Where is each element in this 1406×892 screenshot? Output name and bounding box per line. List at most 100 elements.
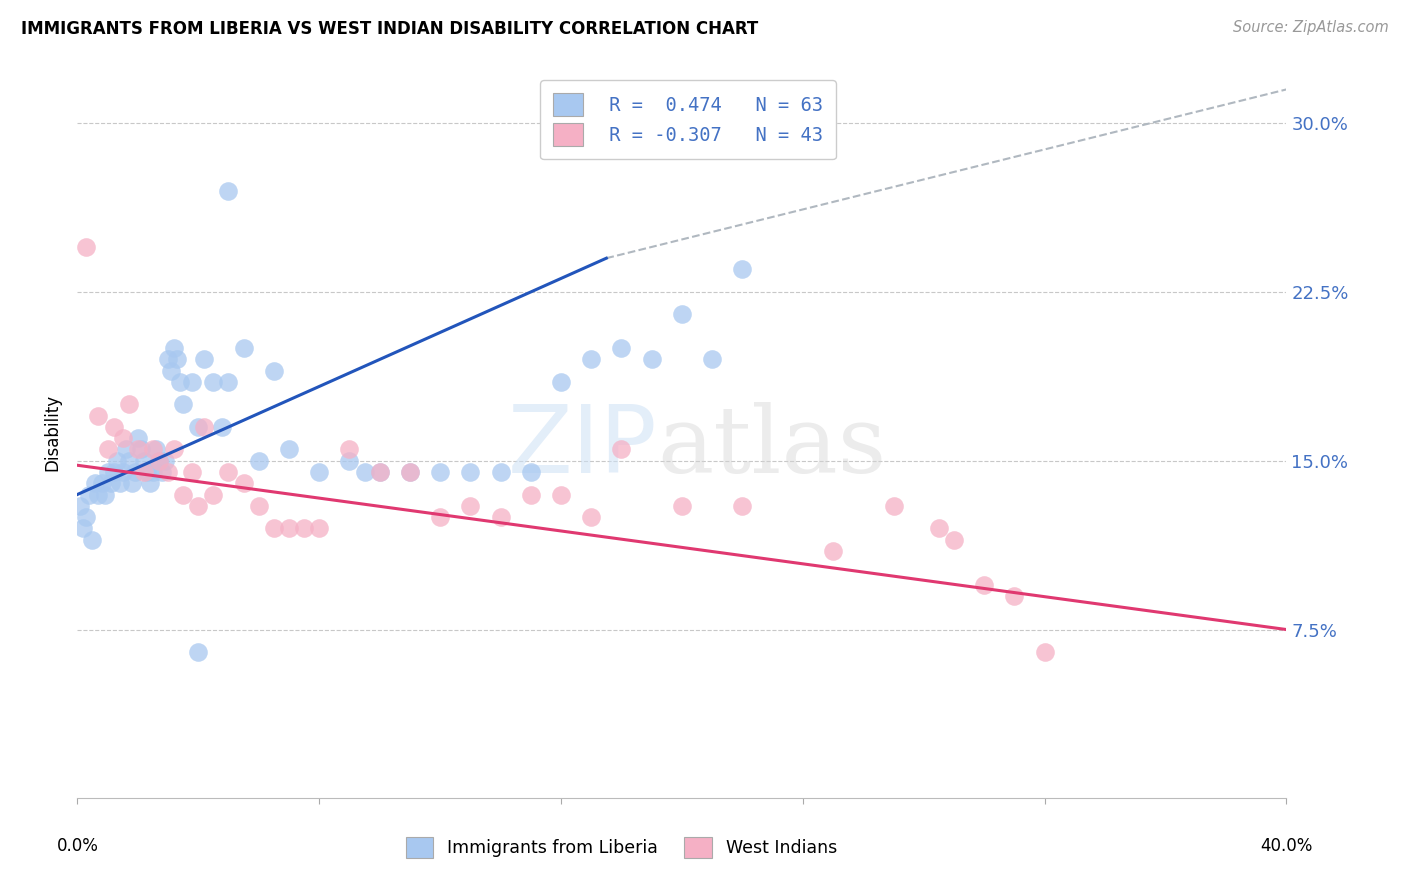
- Point: [308, 465, 330, 479]
- Point: [121, 476, 143, 491]
- Point: [75, 510, 97, 524]
- Point: [118, 454, 141, 468]
- Point: [247, 454, 270, 468]
- Point: [87, 487, 110, 501]
- Point: [111, 431, 134, 445]
- Point: [157, 465, 180, 479]
- Point: [187, 420, 209, 434]
- Point: [103, 465, 125, 479]
- Point: [87, 409, 110, 423]
- Point: [75, 240, 97, 254]
- Point: [278, 521, 301, 535]
- Point: [247, 499, 270, 513]
- Point: [1004, 589, 1026, 603]
- Point: [160, 364, 183, 378]
- Point: [641, 352, 664, 367]
- Point: [127, 442, 149, 457]
- Text: 0.0%: 0.0%: [56, 838, 98, 855]
- Point: [181, 375, 204, 389]
- Point: [489, 465, 512, 479]
- Point: [172, 487, 194, 501]
- Point: [127, 431, 149, 445]
- Point: [278, 442, 301, 457]
- Point: [263, 364, 285, 378]
- Point: [292, 521, 315, 535]
- Point: [520, 487, 543, 501]
- Point: [111, 465, 134, 479]
- Point: [135, 465, 157, 479]
- Point: [928, 521, 950, 535]
- Point: [153, 454, 176, 468]
- Point: [72, 521, 94, 535]
- Point: [90, 476, 112, 491]
- Point: [942, 533, 965, 547]
- Point: [142, 442, 165, 457]
- Point: [105, 454, 128, 468]
- Point: [124, 465, 146, 479]
- Point: [353, 465, 375, 479]
- Point: [368, 465, 391, 479]
- Point: [96, 465, 118, 479]
- Point: [187, 499, 209, 513]
- Point: [883, 499, 905, 513]
- Text: IMMIGRANTS FROM LIBERIA VS WEST INDIAN DISABILITY CORRELATION CHART: IMMIGRANTS FROM LIBERIA VS WEST INDIAN D…: [21, 20, 758, 37]
- Point: [82, 533, 104, 547]
- Point: [581, 510, 603, 524]
- Point: [148, 454, 170, 468]
- Point: [172, 397, 194, 411]
- Point: [163, 442, 186, 457]
- Point: [610, 341, 633, 355]
- Point: [148, 454, 170, 468]
- Legend: Immigrants from Liberia, West Indians: Immigrants from Liberia, West Indians: [394, 824, 849, 870]
- Point: [368, 465, 391, 479]
- Point: [187, 645, 209, 659]
- Point: [108, 476, 131, 491]
- Point: [731, 262, 754, 277]
- Point: [103, 420, 125, 434]
- Point: [100, 476, 122, 491]
- Point: [702, 352, 724, 367]
- Point: [550, 375, 572, 389]
- Point: [84, 476, 107, 491]
- Point: [218, 375, 240, 389]
- Point: [132, 454, 155, 468]
- Point: [671, 308, 693, 322]
- Point: [610, 442, 633, 457]
- Point: [114, 442, 136, 457]
- Point: [69, 499, 91, 513]
- Point: [308, 521, 330, 535]
- Point: [458, 465, 481, 479]
- Point: [399, 465, 422, 479]
- Point: [139, 476, 162, 491]
- Point: [973, 577, 995, 591]
- Point: [181, 465, 204, 479]
- Text: ZIP: ZIP: [508, 401, 658, 493]
- Point: [157, 352, 180, 367]
- Point: [79, 487, 101, 501]
- Text: atlas: atlas: [658, 402, 887, 492]
- Text: Source: ZipAtlas.com: Source: ZipAtlas.com: [1233, 20, 1389, 35]
- Point: [150, 465, 173, 479]
- Point: [169, 375, 191, 389]
- Text: 40.0%: 40.0%: [1260, 838, 1313, 855]
- Point: [731, 499, 754, 513]
- Point: [193, 352, 215, 367]
- Point: [166, 352, 188, 367]
- Point: [263, 521, 285, 535]
- Point: [581, 352, 603, 367]
- Y-axis label: Disability: Disability: [44, 394, 62, 471]
- Point: [132, 465, 155, 479]
- Point: [202, 375, 225, 389]
- Point: [399, 465, 422, 479]
- Point: [232, 476, 254, 491]
- Point: [96, 442, 118, 457]
- Point: [489, 510, 512, 524]
- Point: [145, 442, 167, 457]
- Point: [211, 420, 233, 434]
- Point: [218, 184, 240, 198]
- Point: [118, 397, 141, 411]
- Point: [821, 543, 844, 558]
- Point: [520, 465, 543, 479]
- Point: [1033, 645, 1056, 659]
- Point: [218, 465, 240, 479]
